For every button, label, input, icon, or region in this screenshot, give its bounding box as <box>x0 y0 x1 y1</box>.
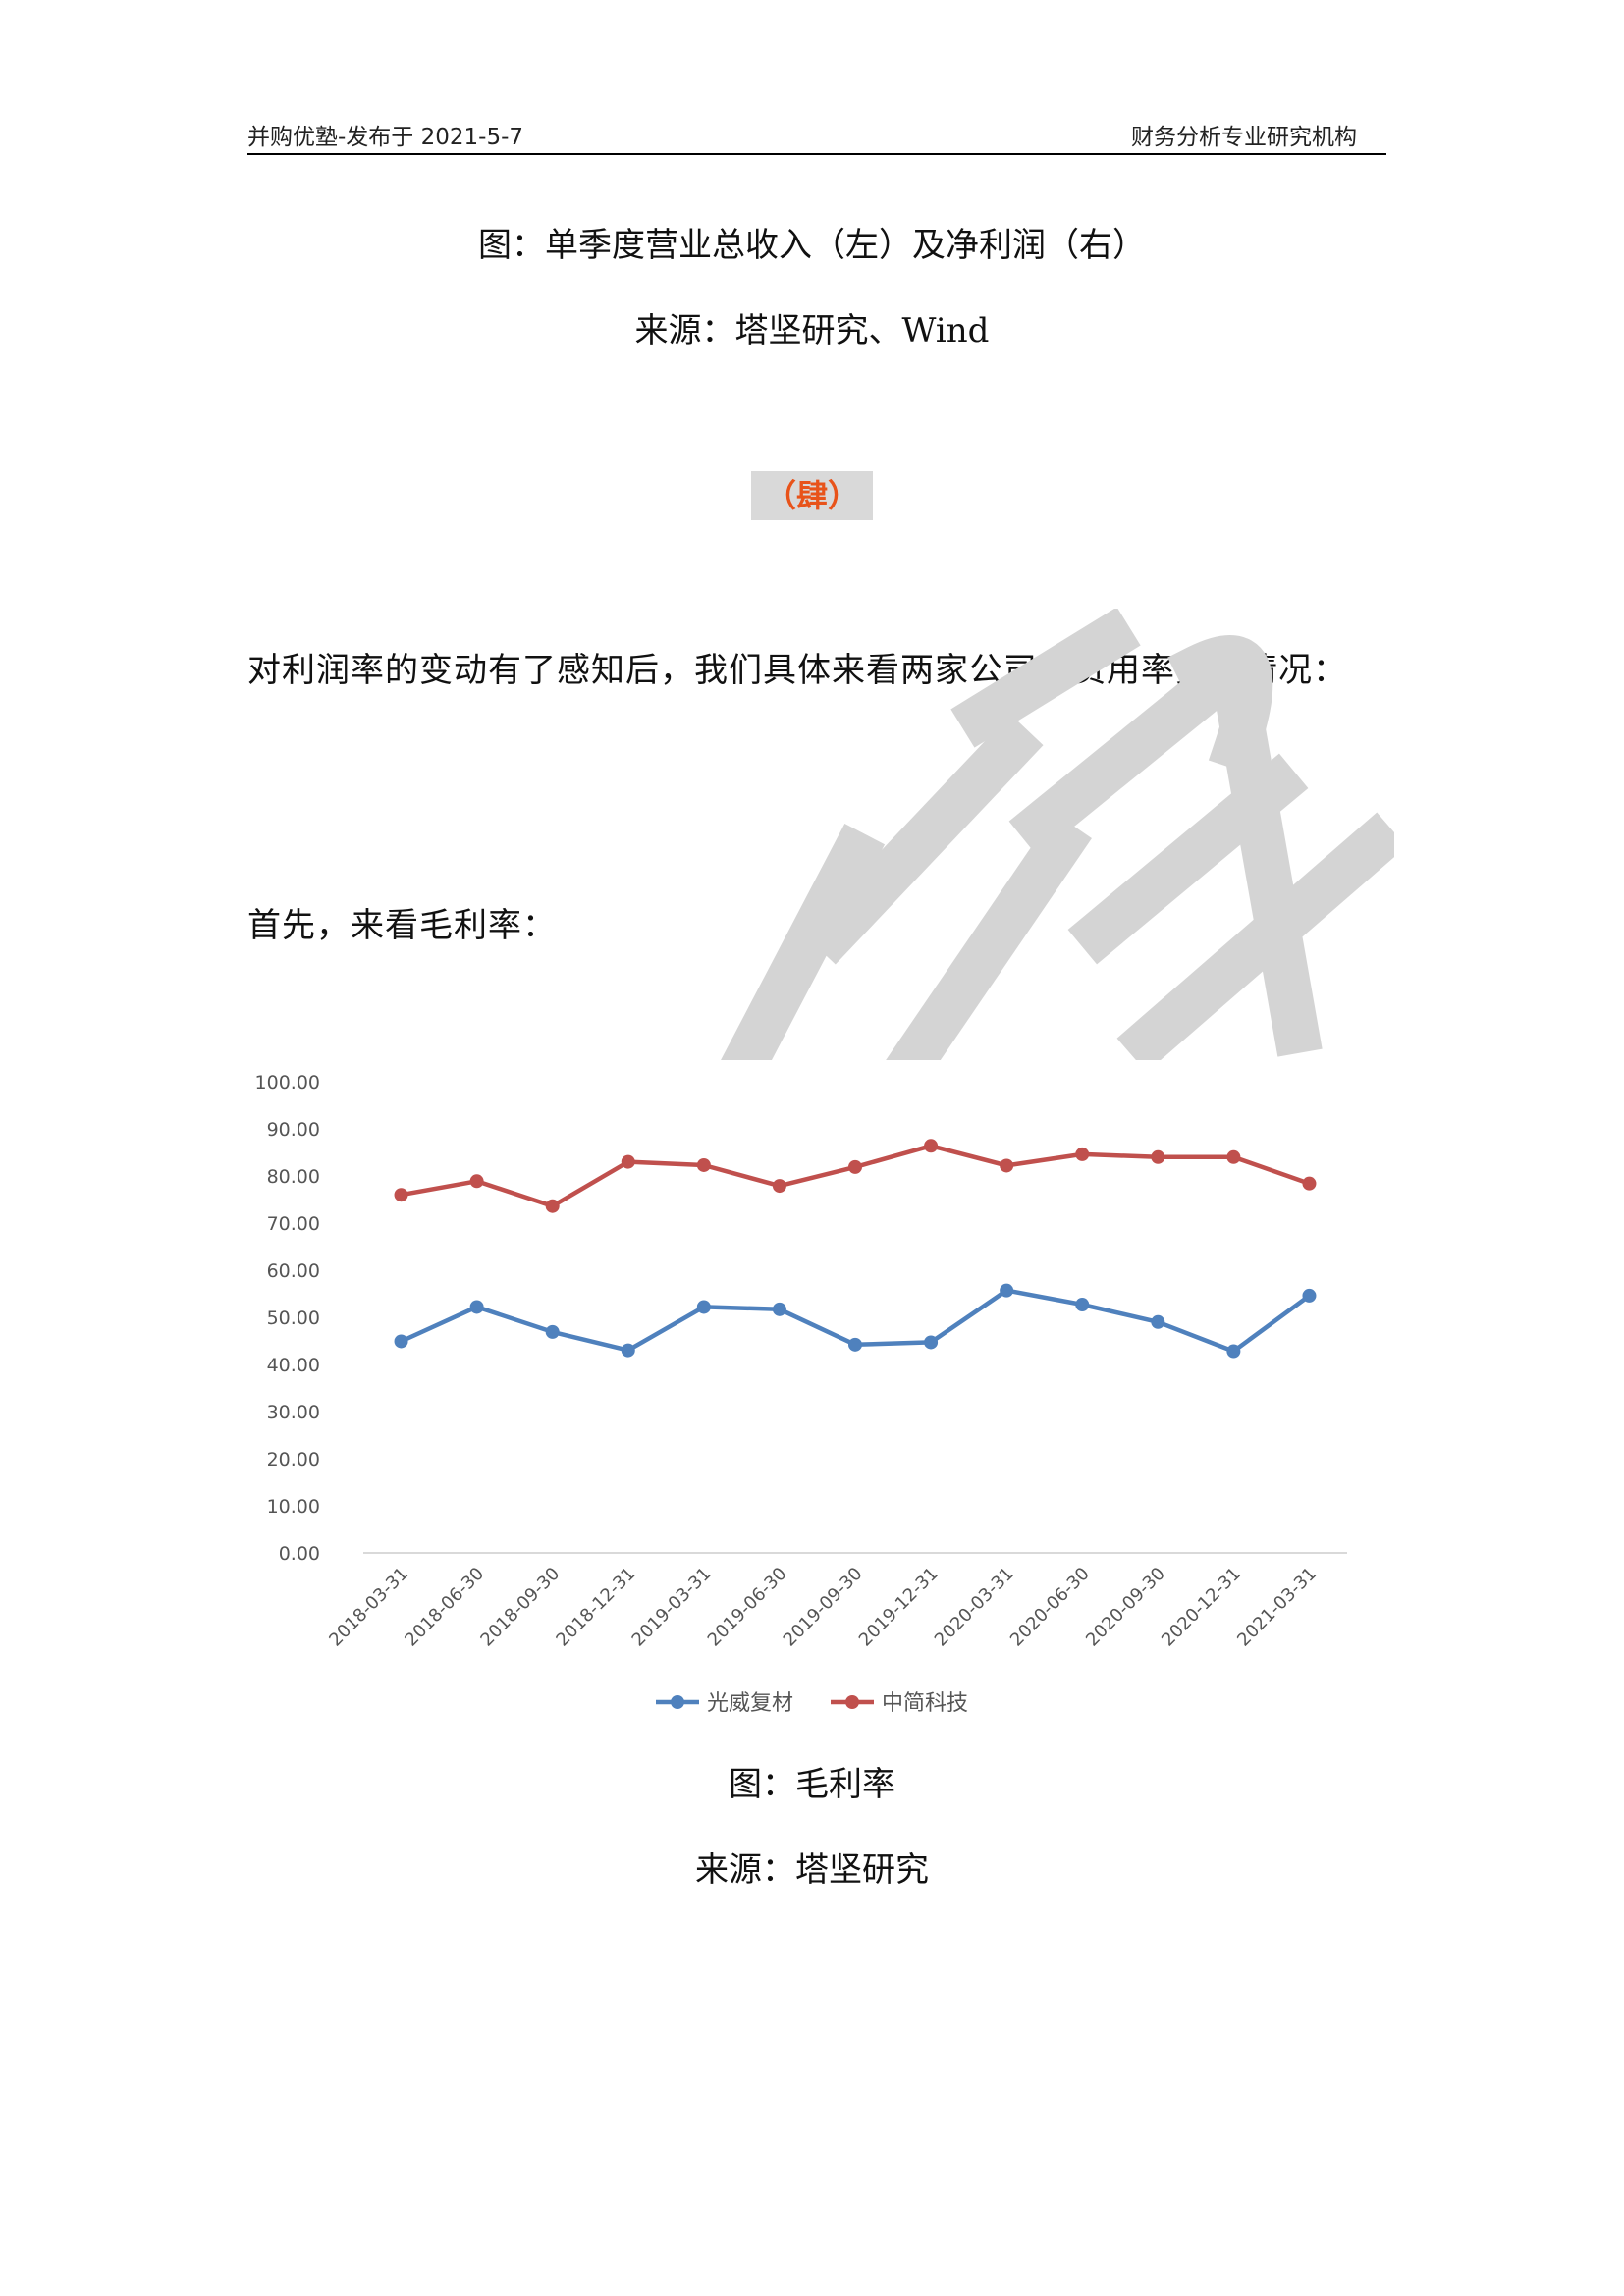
data-point <box>696 1300 711 1314</box>
y-tick-label: 60.00 <box>267 1260 320 1282</box>
data-point <box>924 1335 939 1350</box>
x-tick-label: 2020-03-31 <box>931 1564 1018 1651</box>
y-tick-label: 20.00 <box>267 1449 320 1470</box>
figure1-source: 来源：塔坚研究、Wind <box>634 311 990 350</box>
header-right-text: 财务分析专业研究机构 <box>1131 125 1357 150</box>
y-tick-label: 0.00 <box>279 1543 320 1565</box>
x-tick-label: 2018-03-31 <box>325 1564 412 1651</box>
x-tick-label: 2019-03-31 <box>628 1564 716 1651</box>
x-tick-label: 2020-09-30 <box>1082 1564 1169 1651</box>
paragraph-intro: 对利润率的变动有了感知后，我们具体来看两家公司的费用率变动情况： <box>247 651 1347 690</box>
x-tick-label: 2020-06-30 <box>1006 1564 1094 1651</box>
legend-marker-1 <box>845 1695 859 1709</box>
data-point <box>545 1324 560 1339</box>
x-tick-label: 2019-12-31 <box>855 1564 943 1651</box>
data-point <box>1075 1298 1090 1312</box>
header-left-text: 并购优塾-发布于 2021-5-7 <box>247 125 524 150</box>
data-point <box>394 1188 408 1202</box>
y-tick-label: 70.00 <box>267 1213 320 1235</box>
data-point <box>1151 1149 1165 1164</box>
y-tick-label: 10.00 <box>267 1496 320 1518</box>
x-tick-label: 2018-06-30 <box>401 1564 488 1651</box>
figure2-source: 来源：塔坚研究 <box>695 1850 929 1890</box>
data-point <box>469 1174 484 1189</box>
legend-label-0: 光威复材 <box>707 1691 793 1716</box>
data-point <box>1075 1147 1090 1161</box>
data-point <box>1302 1288 1317 1303</box>
data-point <box>696 1157 711 1172</box>
x-tick-label: 2018-09-30 <box>476 1564 564 1651</box>
y-tick-label: 30.00 <box>267 1402 320 1423</box>
data-point <box>545 1199 560 1213</box>
figure2-caption: 图：毛利率 <box>729 1765 895 1804</box>
x-tick-label: 2019-06-30 <box>704 1564 791 1651</box>
data-point <box>1226 1344 1241 1359</box>
y-tick-label: 80.00 <box>267 1166 320 1188</box>
data-point <box>772 1179 786 1194</box>
data-point <box>621 1154 635 1169</box>
data-point <box>848 1159 862 1174</box>
y-tick-label: 50.00 <box>267 1308 320 1329</box>
data-point <box>848 1337 862 1352</box>
paragraph-gross-margin: 首先，来看毛利率： <box>247 906 557 945</box>
data-point <box>621 1343 635 1358</box>
y-tick-label: 100.00 <box>255 1072 320 1094</box>
data-point <box>772 1302 786 1316</box>
series-line-1 <box>401 1144 1311 1208</box>
legend-marker-0 <box>671 1695 684 1709</box>
data-point <box>469 1300 484 1314</box>
gross-margin-chart: 0.00 10.00 20.00 30.00 40.00 50.00 60.00 70.00 8… <box>247 1060 1377 1737</box>
x-tick-label: 2018-12-31 <box>552 1564 639 1651</box>
y-tick-label: 40.00 <box>267 1355 320 1376</box>
chart-svg: 0.00 10.00 20.00 30.00 40.00 50.00 60.00 70.00 8… <box>255 1072 1347 1716</box>
legend-label-1: 中简科技 <box>882 1691 968 1716</box>
data-point <box>924 1139 939 1153</box>
page-header: 并购优塾-发布于 2021-5-7 财务分析专业研究机构 <box>247 116 1386 155</box>
data-point <box>394 1334 408 1349</box>
data-point <box>1226 1149 1241 1164</box>
x-tick-label: 2020-12-31 <box>1158 1564 1245 1651</box>
data-point <box>1000 1158 1014 1173</box>
x-tick-label: 2021-03-31 <box>1233 1564 1321 1651</box>
data-point <box>1302 1176 1317 1191</box>
data-point <box>1000 1283 1014 1298</box>
x-tick-label: 2019-09-30 <box>780 1564 867 1651</box>
data-point <box>1151 1314 1165 1329</box>
y-tick-label: 90.00 <box>267 1119 320 1141</box>
figure1-caption: 图：单季度营业总收入（左）及净利润（右） <box>478 226 1146 265</box>
section-tag: （肆） <box>750 471 873 520</box>
